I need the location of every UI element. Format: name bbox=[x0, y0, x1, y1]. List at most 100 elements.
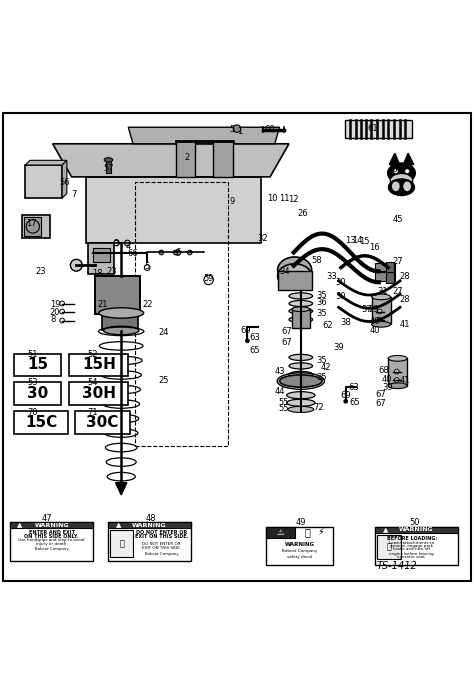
Text: 🚶: 🚶 bbox=[119, 539, 124, 548]
Text: 35: 35 bbox=[317, 373, 328, 382]
Bar bbox=[110, 530, 133, 557]
Text: 17: 17 bbox=[26, 219, 36, 228]
Text: WARNING: WARNING bbox=[132, 523, 167, 527]
Text: 57: 57 bbox=[103, 164, 114, 173]
Text: 65: 65 bbox=[349, 398, 359, 407]
Text: 61: 61 bbox=[368, 124, 378, 133]
Ellipse shape bbox=[288, 406, 314, 412]
Bar bbox=[24, 217, 41, 236]
Text: 41: 41 bbox=[400, 375, 410, 384]
Text: 5: 5 bbox=[229, 125, 235, 134]
Ellipse shape bbox=[103, 326, 139, 335]
Bar bbox=[213, 142, 233, 177]
Text: 14: 14 bbox=[352, 236, 363, 245]
Text: WARNING: WARNING bbox=[285, 542, 315, 547]
Ellipse shape bbox=[390, 174, 413, 188]
Ellipse shape bbox=[388, 355, 407, 361]
Ellipse shape bbox=[292, 307, 310, 312]
Text: 47: 47 bbox=[42, 514, 52, 523]
Text: Bobcat Company: Bobcat Company bbox=[35, 548, 69, 551]
Text: ENTER AND EXIT: ENTER AND EXIT bbox=[29, 530, 75, 535]
Text: 63: 63 bbox=[250, 333, 260, 342]
Ellipse shape bbox=[392, 181, 400, 192]
Ellipse shape bbox=[278, 257, 312, 283]
Text: 21: 21 bbox=[97, 300, 108, 309]
Polygon shape bbox=[403, 153, 414, 164]
Text: 67: 67 bbox=[281, 338, 292, 347]
Text: WARNING: WARNING bbox=[399, 527, 434, 532]
Bar bbox=[278, 271, 312, 290]
Text: 26: 26 bbox=[298, 209, 309, 218]
Bar bbox=[14, 382, 61, 405]
Text: 35: 35 bbox=[317, 356, 328, 365]
Text: 35: 35 bbox=[317, 291, 328, 301]
Text: safety decal: safety decal bbox=[287, 555, 312, 559]
Text: 23: 23 bbox=[107, 267, 117, 276]
Text: ⚠: ⚠ bbox=[277, 527, 284, 536]
Ellipse shape bbox=[289, 371, 313, 378]
Text: 53: 53 bbox=[27, 378, 38, 387]
Text: 18: 18 bbox=[92, 269, 103, 278]
Text: 49: 49 bbox=[296, 518, 306, 527]
Circle shape bbox=[233, 125, 241, 133]
Text: 30: 30 bbox=[27, 386, 48, 401]
Text: 41: 41 bbox=[400, 320, 410, 329]
Text: 15: 15 bbox=[359, 237, 370, 246]
Ellipse shape bbox=[289, 363, 313, 369]
Bar bbox=[102, 312, 138, 330]
Text: ▲: ▲ bbox=[17, 522, 23, 528]
Text: 5: 5 bbox=[145, 262, 150, 271]
Text: EXIT ON THIS SIDE.: EXIT ON THIS SIDE. bbox=[142, 546, 181, 550]
Text: 🚜: 🚜 bbox=[386, 543, 391, 552]
Text: ▲: ▲ bbox=[383, 527, 388, 533]
Ellipse shape bbox=[372, 321, 391, 327]
Bar bbox=[345, 120, 412, 138]
Bar bbox=[106, 160, 111, 173]
Bar bbox=[93, 248, 110, 262]
Text: Use handgrips and step to avoid: Use handgrips and step to avoid bbox=[18, 539, 85, 542]
Bar bbox=[14, 411, 68, 434]
Ellipse shape bbox=[287, 391, 315, 399]
Text: 55: 55 bbox=[278, 404, 289, 413]
Text: 39: 39 bbox=[333, 343, 344, 351]
Ellipse shape bbox=[289, 308, 313, 314]
Text: 25: 25 bbox=[158, 375, 169, 384]
Text: 32: 32 bbox=[258, 234, 268, 243]
Text: 9: 9 bbox=[229, 197, 235, 206]
Text: 45: 45 bbox=[392, 215, 403, 224]
Ellipse shape bbox=[104, 158, 113, 162]
Bar bbox=[95, 276, 140, 314]
Circle shape bbox=[394, 369, 399, 374]
Bar bbox=[375, 527, 458, 566]
Text: 55: 55 bbox=[278, 398, 289, 407]
Text: 16: 16 bbox=[369, 244, 379, 252]
Text: 67: 67 bbox=[376, 390, 386, 399]
Text: 30C: 30C bbox=[86, 415, 118, 430]
Text: 1: 1 bbox=[237, 128, 242, 137]
Circle shape bbox=[377, 310, 382, 314]
Text: 60: 60 bbox=[265, 125, 275, 134]
Text: 12: 12 bbox=[289, 195, 299, 204]
Text: 59: 59 bbox=[203, 274, 214, 283]
Text: 2: 2 bbox=[185, 153, 190, 162]
Bar bbox=[75, 411, 130, 434]
Bar bbox=[388, 358, 407, 386]
Ellipse shape bbox=[389, 179, 414, 196]
Text: 15C: 15C bbox=[25, 415, 57, 430]
Text: 69: 69 bbox=[240, 326, 251, 335]
Text: 37: 37 bbox=[362, 305, 373, 314]
Ellipse shape bbox=[99, 307, 144, 318]
Text: 20: 20 bbox=[50, 307, 60, 316]
Ellipse shape bbox=[289, 293, 313, 299]
Text: 24: 24 bbox=[158, 328, 169, 337]
Text: 13: 13 bbox=[345, 236, 356, 245]
Bar bbox=[88, 243, 114, 273]
Text: 70: 70 bbox=[27, 407, 38, 416]
Text: 42: 42 bbox=[320, 363, 331, 372]
Text: 🔥: 🔥 bbox=[305, 527, 311, 537]
Text: 63: 63 bbox=[349, 382, 360, 391]
Ellipse shape bbox=[289, 301, 313, 307]
Text: DO NOT ENTER OR: DO NOT ENTER OR bbox=[142, 542, 181, 546]
Ellipse shape bbox=[289, 316, 313, 323]
Text: 46: 46 bbox=[388, 165, 398, 174]
